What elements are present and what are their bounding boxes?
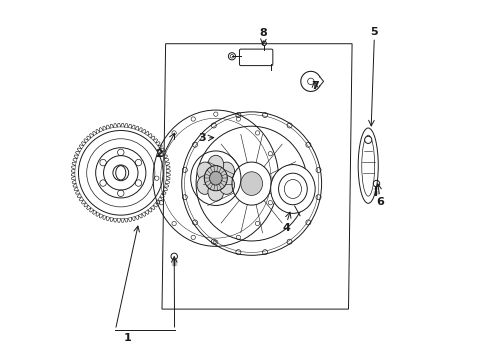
Circle shape	[364, 136, 371, 143]
Ellipse shape	[207, 155, 223, 174]
Ellipse shape	[240, 172, 262, 195]
Text: 2: 2	[155, 149, 163, 159]
Ellipse shape	[218, 176, 234, 194]
Ellipse shape	[197, 176, 212, 194]
FancyBboxPatch shape	[239, 49, 272, 66]
Ellipse shape	[204, 166, 227, 191]
Text: 3: 3	[198, 133, 206, 143]
Ellipse shape	[218, 162, 234, 181]
Text: 6: 6	[375, 197, 383, 207]
Ellipse shape	[270, 165, 314, 213]
Text: 1: 1	[124, 333, 132, 343]
Text: 4: 4	[282, 224, 290, 233]
Text: 7: 7	[311, 81, 318, 91]
Ellipse shape	[207, 183, 223, 201]
Text: 5: 5	[370, 27, 377, 37]
Ellipse shape	[209, 171, 222, 185]
Text: 8: 8	[259, 28, 267, 38]
Ellipse shape	[197, 162, 212, 181]
Polygon shape	[162, 44, 351, 309]
Ellipse shape	[182, 112, 321, 255]
